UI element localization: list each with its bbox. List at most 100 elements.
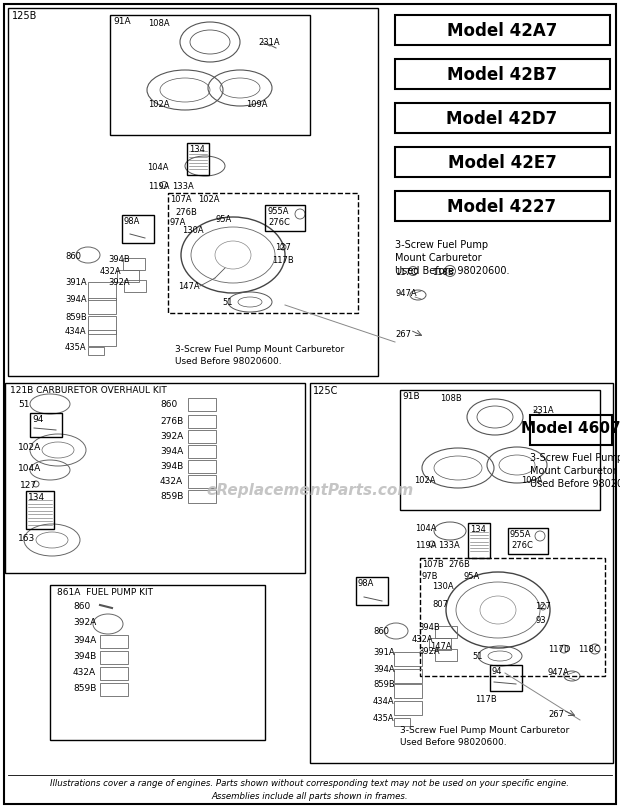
- Text: 231A: 231A: [258, 38, 280, 47]
- Text: 125B: 125B: [12, 11, 37, 21]
- Text: 434A: 434A: [65, 327, 87, 336]
- Bar: [100, 635, 128, 648]
- Text: 147A: 147A: [430, 642, 451, 651]
- Text: 118B: 118B: [432, 268, 454, 277]
- Text: 117D: 117D: [548, 645, 570, 654]
- Text: Used Before 98020600.: Used Before 98020600.: [395, 266, 510, 276]
- Text: 3-Screw Fuel Pump: 3-Screw Fuel Pump: [530, 453, 620, 463]
- Text: 276B: 276B: [160, 417, 184, 426]
- Bar: [394, 701, 422, 715]
- Text: 392A: 392A: [73, 618, 96, 627]
- Text: eReplacementParts.com: eReplacementParts.com: [206, 482, 414, 498]
- Bar: [188, 415, 216, 428]
- Text: 121B CARBURETOR OVERHAUL KIT: 121B CARBURETOR OVERHAUL KIT: [10, 386, 167, 395]
- Text: 102A: 102A: [198, 195, 219, 204]
- Text: 147A: 147A: [178, 282, 200, 291]
- Bar: [100, 667, 128, 680]
- Text: Used Before 98020600.: Used Before 98020600.: [175, 357, 281, 366]
- Text: 97B: 97B: [422, 572, 438, 581]
- Text: 109A: 109A: [521, 476, 542, 485]
- Text: 276B: 276B: [175, 208, 197, 217]
- Text: 95A: 95A: [464, 572, 480, 581]
- Text: 118C: 118C: [578, 645, 600, 654]
- Text: 434A: 434A: [373, 697, 394, 706]
- Text: 860: 860: [73, 602, 91, 611]
- Bar: [395, 191, 610, 221]
- Text: 859B: 859B: [373, 680, 395, 689]
- Text: 394B: 394B: [73, 652, 96, 661]
- Text: Mount Carburetor: Mount Carburetor: [395, 253, 482, 263]
- Text: 117C: 117C: [395, 268, 417, 277]
- Bar: [394, 652, 422, 666]
- Text: 51: 51: [472, 652, 482, 661]
- Bar: [394, 669, 422, 683]
- Bar: [394, 684, 422, 698]
- Text: 119A: 119A: [148, 182, 169, 191]
- Text: 107B: 107B: [422, 560, 444, 569]
- Bar: [123, 258, 145, 270]
- Bar: [265, 205, 305, 231]
- Text: 955A: 955A: [267, 207, 288, 216]
- Text: 267: 267: [548, 710, 564, 719]
- Text: Assemblies include all parts shown in frames.: Assemblies include all parts shown in fr…: [211, 792, 409, 801]
- Text: 134: 134: [470, 525, 486, 534]
- Bar: [110, 15, 310, 135]
- Text: Mount Carburetor: Mount Carburetor: [530, 466, 617, 476]
- Bar: [188, 398, 216, 411]
- Text: Model 42D7: Model 42D7: [446, 110, 557, 128]
- Bar: [420, 558, 605, 676]
- Text: 392A: 392A: [418, 647, 440, 656]
- Bar: [356, 577, 388, 605]
- Text: 108B: 108B: [440, 394, 462, 403]
- Bar: [122, 215, 154, 243]
- Text: 859B: 859B: [65, 313, 87, 322]
- Bar: [188, 445, 216, 458]
- Text: 276C: 276C: [511, 541, 533, 550]
- Bar: [117, 270, 139, 282]
- Text: 394A: 394A: [160, 447, 184, 456]
- Bar: [530, 415, 612, 445]
- Bar: [395, 15, 610, 45]
- Bar: [508, 528, 548, 554]
- Text: 859B: 859B: [73, 684, 96, 693]
- Text: 51: 51: [222, 298, 232, 307]
- Text: 394B: 394B: [418, 623, 440, 632]
- Text: Model 4227: Model 4227: [448, 198, 557, 216]
- Text: 435A: 435A: [373, 714, 394, 723]
- Text: 125C: 125C: [313, 386, 339, 396]
- Bar: [50, 585, 265, 740]
- Bar: [395, 59, 610, 89]
- Bar: [394, 718, 410, 726]
- Bar: [395, 103, 610, 133]
- Text: 391A: 391A: [65, 278, 87, 287]
- Text: 947A: 947A: [548, 668, 570, 677]
- Text: 432A: 432A: [412, 635, 433, 644]
- Text: 98A: 98A: [124, 217, 140, 226]
- Text: 117B: 117B: [272, 256, 294, 265]
- Text: 95A: 95A: [215, 215, 231, 224]
- Text: 392A: 392A: [160, 432, 184, 441]
- Text: 91A: 91A: [113, 17, 131, 26]
- Text: 109A: 109A: [246, 100, 267, 109]
- Text: 392A: 392A: [108, 278, 130, 287]
- Text: 104A: 104A: [147, 163, 169, 172]
- Text: 119A: 119A: [415, 541, 436, 550]
- Bar: [30, 413, 62, 437]
- Text: 108A: 108A: [148, 19, 170, 28]
- Bar: [88, 298, 116, 314]
- Bar: [468, 523, 490, 558]
- Text: 3-Screw Fuel Pump Mount Carburetor: 3-Screw Fuel Pump Mount Carburetor: [175, 345, 344, 354]
- Bar: [100, 683, 128, 696]
- Bar: [400, 390, 600, 510]
- Text: 130A: 130A: [182, 226, 203, 235]
- Text: Used Before 98020600.: Used Before 98020600.: [400, 738, 507, 747]
- Text: 267: 267: [395, 330, 411, 339]
- Text: 107A: 107A: [170, 195, 192, 204]
- Text: 98A: 98A: [358, 579, 374, 588]
- Text: 127: 127: [275, 243, 291, 252]
- Bar: [88, 282, 116, 300]
- Text: 3-Screw Fuel Pump Mount Carburetor: 3-Screw Fuel Pump Mount Carburetor: [400, 726, 569, 735]
- Text: 860: 860: [65, 252, 81, 261]
- Text: 947A: 947A: [395, 289, 417, 298]
- Bar: [490, 665, 522, 691]
